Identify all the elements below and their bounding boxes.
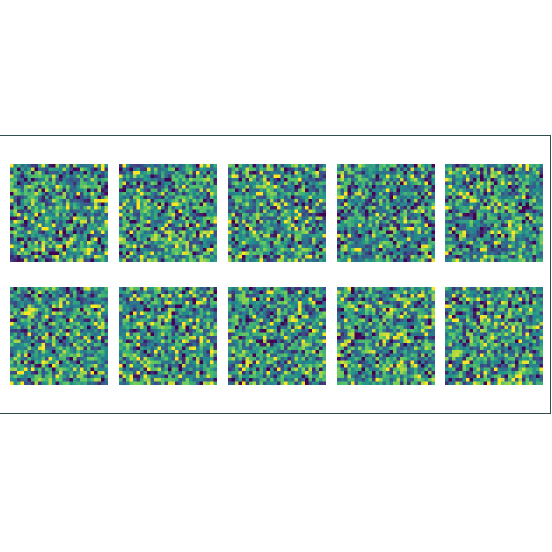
noise-heatmap-tile xyxy=(445,287,543,385)
noise-heatmap-tile xyxy=(119,287,217,385)
figure-frame xyxy=(0,135,551,414)
noise-heatmap-tile xyxy=(445,164,543,262)
noise-heatmap-tile xyxy=(10,287,108,385)
noise-heatmap-tile xyxy=(10,164,108,262)
noise-heatmap-tile xyxy=(119,164,217,262)
noise-heatmap-tile xyxy=(228,287,326,385)
noise-heatmap-tile xyxy=(228,164,326,262)
noise-heatmap-tile xyxy=(337,287,435,385)
noise-heatmap-tile xyxy=(337,164,435,262)
